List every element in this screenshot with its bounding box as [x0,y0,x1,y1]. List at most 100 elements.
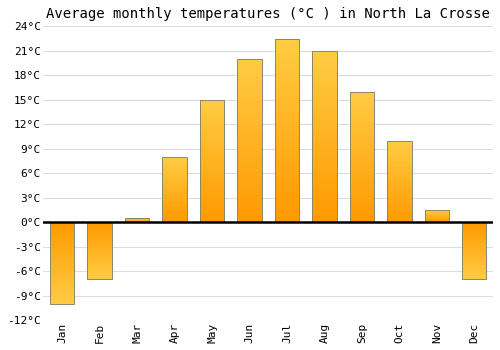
Bar [312,188,336,190]
Bar [50,280,74,281]
Bar [312,51,336,53]
Bar [424,210,449,222]
Bar [312,108,336,111]
Bar [162,192,187,193]
Bar [387,189,411,190]
Bar [275,46,299,48]
Bar [462,276,486,277]
Bar [350,159,374,160]
Bar [200,211,224,213]
Bar [350,145,374,147]
Bar [462,230,486,231]
Bar [312,194,336,196]
Bar [200,204,224,205]
Bar [387,179,411,180]
Bar [162,196,187,197]
Bar [200,219,224,220]
Bar [200,103,224,104]
Bar [275,73,299,75]
Bar [88,254,112,255]
Bar [200,109,224,110]
Bar [200,176,224,178]
Bar [238,153,262,155]
Bar [238,73,262,75]
Bar [238,214,262,216]
Bar [462,245,486,246]
Bar [350,209,374,211]
Bar [238,63,262,65]
Bar [462,263,486,264]
Bar [350,111,374,113]
Bar [50,294,74,295]
Bar [387,196,411,197]
Bar [88,237,112,238]
Bar [387,214,411,215]
Bar [162,189,187,190]
Bar [200,150,224,152]
Bar [88,276,112,277]
Bar [200,173,224,175]
Bar [88,260,112,261]
Bar [350,139,374,140]
Bar [238,188,262,189]
Bar [200,129,224,130]
Bar [350,135,374,137]
Bar [350,118,374,119]
Bar [50,284,74,285]
Bar [50,268,74,269]
Bar [88,249,112,250]
Bar [88,233,112,234]
Bar [238,196,262,198]
Bar [88,238,112,239]
Bar [462,249,486,250]
Bar [387,213,411,214]
Bar [312,87,336,89]
Bar [312,160,336,162]
Bar [88,273,112,274]
Bar [350,188,374,189]
Bar [162,214,187,215]
Bar [350,180,374,181]
Bar [50,250,74,251]
Bar [312,181,336,183]
Bar [238,167,262,169]
Bar [238,206,262,208]
Bar [238,208,262,210]
Bar [200,118,224,120]
Bar [275,48,299,50]
Bar [50,303,74,304]
Bar [238,181,262,183]
Bar [312,126,336,128]
Bar [238,92,262,93]
Bar [162,197,187,198]
Bar [312,164,336,166]
Bar [238,116,262,118]
Bar [50,278,74,279]
Bar [350,121,374,122]
Bar [462,275,486,276]
Bar [50,276,74,277]
Bar [462,266,486,267]
Bar [50,253,74,254]
Bar [238,130,262,132]
Bar [50,292,74,293]
Bar [200,113,224,115]
Bar [312,192,336,194]
Bar [387,162,411,163]
Bar [462,268,486,269]
Bar [350,212,374,214]
Bar [238,145,262,147]
Bar [200,193,224,195]
Bar [462,258,486,259]
Bar [312,51,336,222]
Bar [312,59,336,62]
Bar [462,270,486,271]
Bar [350,154,374,155]
Bar [462,246,486,247]
Bar [312,104,336,106]
Bar [350,203,374,204]
Bar [238,134,262,136]
Bar [350,95,374,97]
Bar [312,79,336,81]
Bar [312,121,336,124]
